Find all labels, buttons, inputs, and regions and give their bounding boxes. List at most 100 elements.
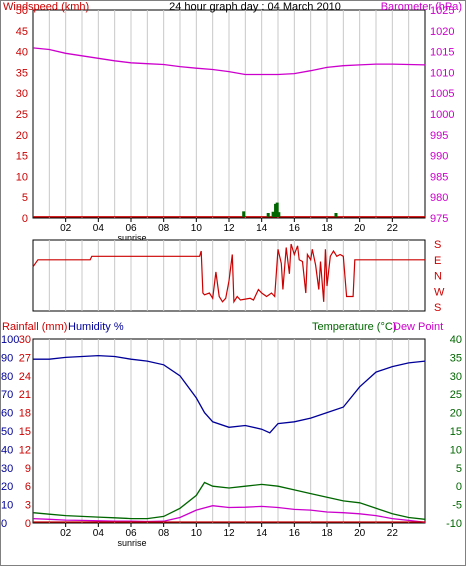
barometer-axis-label: Barometer (hPa) bbox=[381, 1, 462, 13]
temperature-tick-15: 15 bbox=[450, 426, 462, 438]
wind-direction-line bbox=[32, 243, 425, 304]
temperature-tick-5: 5 bbox=[456, 463, 462, 475]
barometer-tick-1005: 1005 bbox=[430, 88, 454, 100]
barometer-tick-1020: 1020 bbox=[430, 26, 454, 38]
rainfall-tick-30: 30 bbox=[19, 334, 31, 346]
gust-bar-0 bbox=[242, 211, 246, 217]
temp-x-tick-10: 10 bbox=[191, 528, 203, 539]
barometer-tick-1000: 1000 bbox=[430, 109, 454, 121]
wind-x-tick-14: 14 bbox=[256, 223, 268, 234]
humidity-tick-80: 80 bbox=[1, 371, 13, 383]
wind-x-tick-22: 22 bbox=[387, 223, 399, 234]
barometer-line bbox=[32, 47, 426, 76]
temperature-tick-40: 40 bbox=[450, 334, 462, 346]
rainfall-tick-24: 24 bbox=[19, 371, 31, 383]
windspeed-tick-25: 25 bbox=[16, 109, 28, 121]
rainfall-tick-0: 0 bbox=[25, 518, 31, 530]
windspeed-tick-15: 15 bbox=[16, 151, 28, 163]
temp-x-tick-12: 12 bbox=[223, 528, 235, 539]
temperature-line bbox=[32, 481, 426, 520]
windspeed-tick-40: 40 bbox=[16, 47, 28, 59]
windspeed-tick-30: 30 bbox=[16, 88, 28, 100]
temp-x-tick-22: 22 bbox=[387, 528, 399, 539]
temp-x-tick-16: 16 bbox=[289, 528, 301, 539]
wind-x-tick-12: 12 bbox=[223, 223, 235, 234]
humidity-tick-40: 40 bbox=[1, 444, 13, 456]
wind-x-tick-04: 04 bbox=[93, 223, 105, 234]
gust-bar-1 bbox=[266, 213, 270, 217]
wind-x-tick-18: 18 bbox=[321, 223, 333, 234]
temperature-tick-20: 20 bbox=[450, 408, 462, 420]
humidity-tick-30: 30 bbox=[1, 463, 13, 475]
windspeed-tick-45: 45 bbox=[16, 26, 28, 38]
humidity-line bbox=[33, 354, 426, 434]
temp-x-tick-18: 18 bbox=[321, 528, 333, 539]
dewpoint-axis-label: Dew Point bbox=[393, 321, 443, 333]
humidity-tick-90: 90 bbox=[1, 352, 13, 364]
gust-bar-6 bbox=[334, 213, 338, 217]
temperature-tick-35: 35 bbox=[450, 352, 462, 364]
temperature-tick-10: 10 bbox=[450, 444, 462, 456]
windspeed-axis-label: Windspeed (kmh) bbox=[3, 1, 89, 13]
wind-x-tick-20: 20 bbox=[354, 223, 366, 234]
temperature-tick-25: 25 bbox=[450, 389, 462, 401]
temperature-axis-label: Temperature (°C) bbox=[312, 321, 396, 333]
rainfall-tick-18: 18 bbox=[19, 408, 31, 420]
sunrise-label-bottom: sunrise bbox=[117, 538, 146, 548]
barometer-tick-995: 995 bbox=[430, 130, 448, 142]
temperature-tick-30: 30 bbox=[450, 371, 462, 383]
barometer-tick-980: 980 bbox=[430, 192, 448, 204]
wind-x-tick-02: 02 bbox=[60, 223, 72, 234]
windspeed-tick-50: 50 bbox=[16, 5, 28, 17]
dewpoint-line bbox=[32, 505, 426, 523]
temp-x-tick-08: 08 bbox=[158, 528, 170, 539]
graph-title: 24 hour graph day : 04 March 2010 bbox=[169, 1, 341, 13]
temp-x-tick-14: 14 bbox=[256, 528, 268, 539]
rainfall-tick-15: 15 bbox=[19, 426, 31, 438]
humidity-tick-50: 50 bbox=[1, 426, 13, 438]
temp-x-tick-20: 20 bbox=[354, 528, 366, 539]
rainfall-tick-3: 3 bbox=[25, 500, 31, 512]
wind-x-tick-08: 08 bbox=[158, 223, 170, 234]
windspeed-tick-0: 0 bbox=[22, 213, 28, 225]
barometer-tick-985: 985 bbox=[430, 171, 448, 183]
direction-tick-S-0: S bbox=[434, 239, 441, 251]
windspeed-tick-5: 5 bbox=[22, 192, 28, 204]
barometer-tick-990: 990 bbox=[430, 151, 448, 163]
humidity-tick-100: 100 bbox=[1, 334, 19, 346]
barometer-tick-975: 975 bbox=[430, 213, 448, 225]
wind-x-tick-06: 06 bbox=[125, 223, 137, 234]
windspeed-tick-35: 35 bbox=[16, 67, 28, 79]
gust-bar-5 bbox=[277, 212, 281, 217]
direction-tick-N-2: N bbox=[434, 271, 442, 283]
gust-bar-3 bbox=[274, 203, 278, 217]
humidity-tick-60: 60 bbox=[1, 408, 13, 420]
direction-tick-E-1: E bbox=[434, 255, 441, 267]
barometer-tick-1025: 1025 bbox=[430, 5, 454, 17]
temp-x-tick-02: 02 bbox=[60, 528, 72, 539]
humidity-axis-label: Humidity % bbox=[68, 321, 124, 333]
sunrise-label-top: sunrise bbox=[117, 233, 146, 243]
rainfall-tick-21: 21 bbox=[19, 389, 31, 401]
rainfall-tick-27: 27 bbox=[19, 352, 31, 364]
gust-bar-4 bbox=[275, 202, 279, 217]
direction-tick-S-4: S bbox=[434, 302, 441, 314]
wind-x-tick-16: 16 bbox=[289, 223, 301, 234]
temperature-tick-0: 0 bbox=[456, 481, 462, 493]
wind-x-tick-10: 10 bbox=[191, 223, 203, 234]
windspeed-tick-10: 10 bbox=[16, 171, 28, 183]
barometer-tick-1010: 1010 bbox=[430, 67, 454, 79]
temp-x-tick-06: 06 bbox=[125, 528, 137, 539]
rainfall-axis-label: Rainfall (mm) bbox=[2, 321, 67, 333]
humidity-tick-0: 0 bbox=[1, 518, 7, 530]
barometer-tick-1015: 1015 bbox=[430, 47, 454, 59]
humidity-tick-20: 20 bbox=[1, 481, 13, 493]
humidity-tick-10: 10 bbox=[1, 500, 13, 512]
temperature-tick--10: -10 bbox=[446, 518, 462, 530]
rainfall-tick-6: 6 bbox=[25, 481, 31, 493]
direction-tick-W-3: W bbox=[434, 286, 445, 298]
rainfall-tick-9: 9 bbox=[25, 463, 31, 475]
